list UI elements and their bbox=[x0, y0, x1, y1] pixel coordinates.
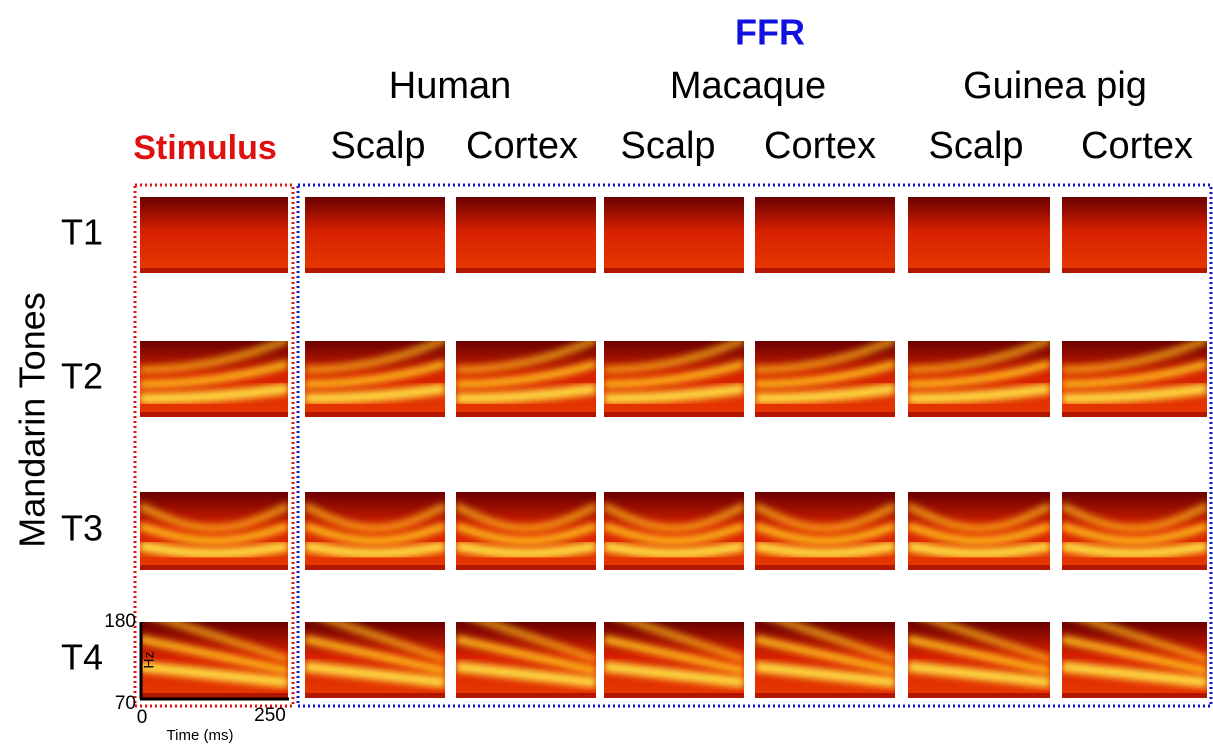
x-min-label: 0 bbox=[137, 707, 148, 728]
site-label: Scalp bbox=[620, 125, 715, 167]
spectrogram bbox=[755, 612, 895, 698]
tone-label: T3 bbox=[61, 508, 103, 549]
x-max-label: 250 bbox=[254, 705, 286, 726]
stimulus-label: Stimulus bbox=[133, 129, 277, 167]
spectrogram bbox=[755, 197, 895, 273]
spectrogram bbox=[908, 492, 1050, 570]
species-label: Human bbox=[389, 65, 512, 107]
y-min-label: 70 bbox=[115, 693, 136, 714]
spectrogram bbox=[140, 492, 288, 570]
spectrogram bbox=[604, 612, 744, 698]
spectrogram bbox=[908, 612, 1050, 698]
spectrogram bbox=[456, 339, 596, 417]
spectrogram bbox=[305, 492, 445, 570]
spectrogram bbox=[604, 339, 744, 417]
site-label: Scalp bbox=[928, 125, 1023, 167]
spectrogram bbox=[1062, 339, 1207, 417]
species-label: Macaque bbox=[670, 65, 826, 107]
site-label: Cortex bbox=[1081, 125, 1193, 167]
site-label: Scalp bbox=[330, 125, 425, 167]
x-label: Time (ms) bbox=[167, 727, 234, 744]
tone-label: T2 bbox=[61, 356, 103, 397]
spectrogram bbox=[1062, 197, 1207, 273]
site-label: Cortex bbox=[466, 125, 578, 167]
spectrogram bbox=[755, 339, 895, 417]
spectrogram bbox=[140, 339, 288, 417]
spectrogram bbox=[755, 492, 895, 570]
spectrogram bbox=[140, 197, 288, 273]
spectrogram bbox=[456, 492, 596, 570]
spectrogram bbox=[908, 197, 1050, 273]
spectrogram bbox=[305, 339, 445, 417]
tone-label: T1 bbox=[61, 212, 103, 253]
spectrogram bbox=[908, 339, 1050, 417]
spectrogram bbox=[604, 197, 744, 273]
ffr-title: FFR bbox=[735, 12, 805, 53]
spectrogram bbox=[1062, 612, 1207, 698]
figure: FFR Human Macaque Guinea pig Stimulus Ma… bbox=[0, 0, 1213, 746]
row-axis-label: Mandarin Tones bbox=[12, 292, 53, 548]
spectrogram bbox=[140, 612, 288, 698]
spectrogram bbox=[604, 492, 744, 570]
site-label: Cortex bbox=[764, 125, 876, 167]
spectrogram bbox=[305, 197, 445, 273]
spectrogram bbox=[305, 612, 445, 698]
spectrogram bbox=[1062, 492, 1207, 570]
y-unit: Hz bbox=[141, 651, 157, 668]
spectrogram bbox=[456, 197, 596, 273]
spectrogram bbox=[456, 612, 596, 698]
tone-label: T4 bbox=[61, 637, 103, 678]
species-label: Guinea pig bbox=[963, 65, 1147, 107]
y-max-label: 180 bbox=[104, 611, 136, 632]
